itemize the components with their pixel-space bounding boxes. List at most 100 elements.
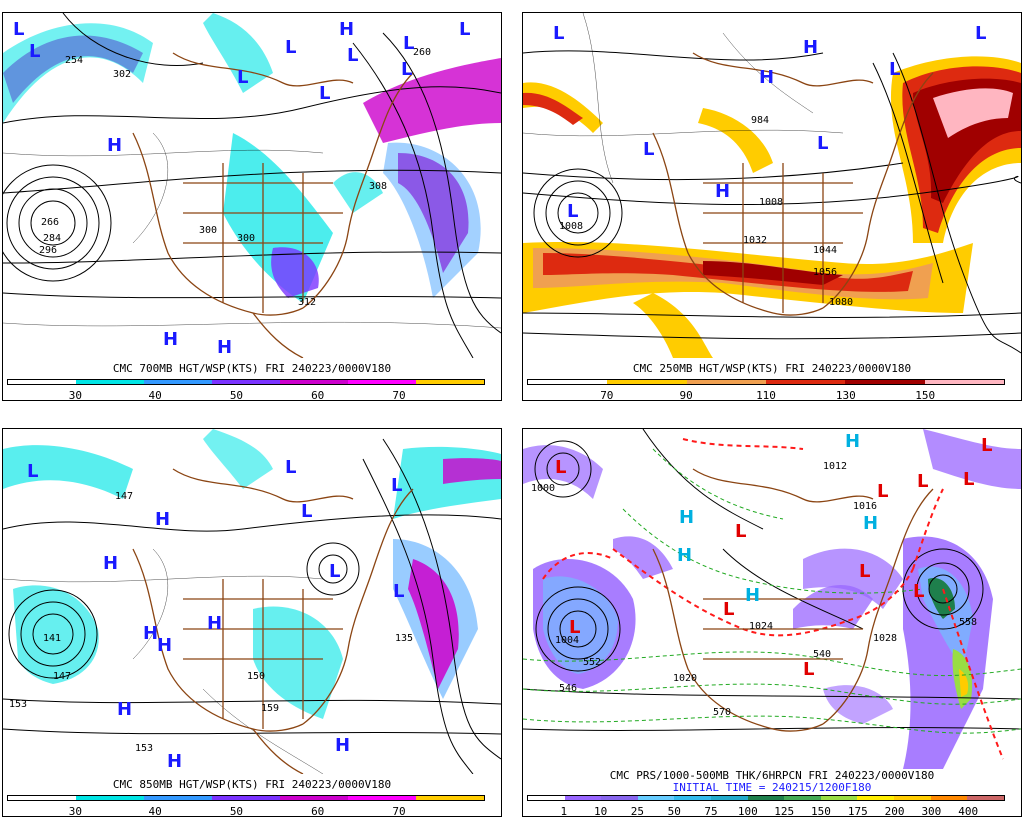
map-850mb-canvas: L H L H L L H H H L H H L H 147 153 141 … — [3, 429, 501, 774]
tick-label: 60 — [311, 389, 325, 402]
tick-label: 70 — [392, 389, 406, 402]
contour-label: 1016 — [853, 501, 877, 512]
panel-title: CMC 850MB HGT/WSP(KTS) FRI 240223/0000V1… — [112, 778, 392, 791]
tick-label: 130 — [835, 389, 856, 402]
center-marker: L — [401, 59, 412, 80]
center-marker: L — [237, 67, 248, 88]
tick-label: 125 — [774, 805, 795, 818]
center-marker: L — [569, 617, 580, 638]
panel-250mb: L H L L H L L H L 984 1008 1008 1032 104… — [522, 12, 1022, 402]
center-marker: H — [103, 553, 118, 574]
tick-label: 60 — [311, 805, 325, 818]
contour-label: 558 — [959, 617, 977, 628]
tick-label: 110 — [756, 389, 776, 402]
colorbar — [7, 379, 485, 385]
center-marker: L — [391, 475, 402, 496]
center-marker: L — [301, 501, 312, 522]
center-marker: H — [167, 751, 182, 772]
center-marker: L — [553, 23, 564, 44]
map-850mb: L H L H L L H H H L H H L H 147 153 141 … — [3, 429, 501, 774]
center-marker: L — [643, 139, 654, 160]
tick-label: 90 — [679, 389, 693, 402]
colorbar — [527, 379, 1005, 385]
tick-label: 30 — [68, 389, 82, 402]
tick-label: 200 — [884, 805, 905, 818]
center-marker: H — [107, 135, 122, 156]
panel-title: CMC 250MB HGT/WSP(KTS) FRI 240223/0000V1… — [632, 362, 912, 375]
center-marker: L — [329, 561, 340, 582]
map-700mb-canvas: L L L H L L L L H L L H H 254 302 266 28… — [3, 13, 501, 358]
center-marker: L — [347, 45, 358, 66]
colorbar — [527, 795, 1005, 801]
contour-label: 147 — [53, 671, 71, 682]
center-marker: H — [803, 37, 818, 58]
tick-label: 1 — [560, 805, 568, 818]
colorbar — [7, 795, 485, 801]
center-marker: H — [117, 699, 132, 720]
contour-label: 254 — [65, 55, 83, 66]
center-marker: H — [163, 329, 178, 350]
jet-atlantic — [363, 58, 501, 143]
panel-title: CMC PRS/1000-500MB THK/6HRPCN FRI 240223… — [609, 769, 935, 782]
contour-label: 984 — [751, 115, 769, 126]
contour-label: 159 — [261, 703, 279, 714]
tick-label: 50 — [229, 389, 244, 402]
contour-label: 266 — [41, 217, 59, 228]
tick-label: 175 — [847, 805, 868, 818]
tick-label: 70 — [392, 805, 406, 818]
center-marker: L — [859, 561, 870, 582]
tick-label: 50 — [667, 805, 681, 818]
center-marker: L — [917, 471, 928, 492]
initial-time: INITIAL TIME = 240215/1200F180 — [672, 781, 872, 794]
contour-label: 1000 — [531, 483, 555, 494]
map-prs-canvas: L H L H H L L L H L L L H L L L 1000 100… — [523, 429, 1021, 769]
contour-label: 546 — [559, 683, 577, 694]
contour-label: 153 — [135, 743, 153, 754]
contour-label: 1012 — [823, 461, 847, 472]
center-marker: H — [335, 735, 350, 756]
tick-label: 40 — [148, 805, 162, 818]
contour-label: 1080 — [829, 297, 853, 308]
center-marker: H — [217, 337, 232, 358]
contour-label: 1004 — [555, 635, 579, 646]
contour-label: 308 — [369, 181, 387, 192]
center-marker: L — [803, 659, 814, 680]
contour-label: 260 — [413, 47, 431, 58]
center-marker: L — [459, 19, 470, 40]
center-marker: L — [877, 481, 888, 502]
center-marker: H — [863, 513, 878, 534]
tick-label: 10 — [593, 805, 608, 818]
center-marker: L — [27, 461, 38, 482]
contour-label: 1032 — [743, 235, 767, 246]
tick-label: 25 — [630, 805, 645, 818]
contour-label: 540 — [813, 649, 831, 660]
center-marker: L — [393, 581, 404, 602]
center-marker: H — [155, 509, 170, 530]
center-marker: H — [677, 545, 692, 566]
tick-label: 100 — [737, 805, 758, 818]
panel-title: CMC 700MB HGT/WSP(KTS) FRI 240223/0000V1… — [112, 362, 392, 375]
center-marker: L — [963, 469, 974, 490]
center-marker: H — [759, 67, 774, 88]
center-marker: H — [207, 613, 222, 634]
contour-label: 1024 — [749, 621, 773, 632]
contour-label: 1008 — [559, 221, 583, 232]
contour-label: 552 — [583, 657, 601, 668]
contour-label: 302 — [113, 69, 131, 80]
center-marker: L — [981, 435, 992, 456]
contour-label: 300 — [237, 233, 255, 244]
contour-label: 1028 — [873, 633, 897, 644]
contour-label: 284 — [43, 233, 61, 244]
panel-700mb: L L L H L L L L H L L H H 254 302 266 28… — [2, 12, 502, 402]
tick-label: 70 — [600, 389, 614, 402]
contour-label: 570 — [713, 707, 731, 718]
tick-label: 400 — [958, 805, 979, 818]
tick-label: 75 — [704, 805, 718, 818]
contour-label: 153 — [9, 699, 27, 710]
tick-label: 150 — [811, 805, 831, 818]
contour-label: 1056 — [813, 267, 837, 278]
center-marker: L — [285, 457, 296, 478]
center-marker: L — [29, 41, 40, 62]
contour-label: 1044 — [813, 245, 837, 256]
center-marker: H — [157, 635, 172, 656]
